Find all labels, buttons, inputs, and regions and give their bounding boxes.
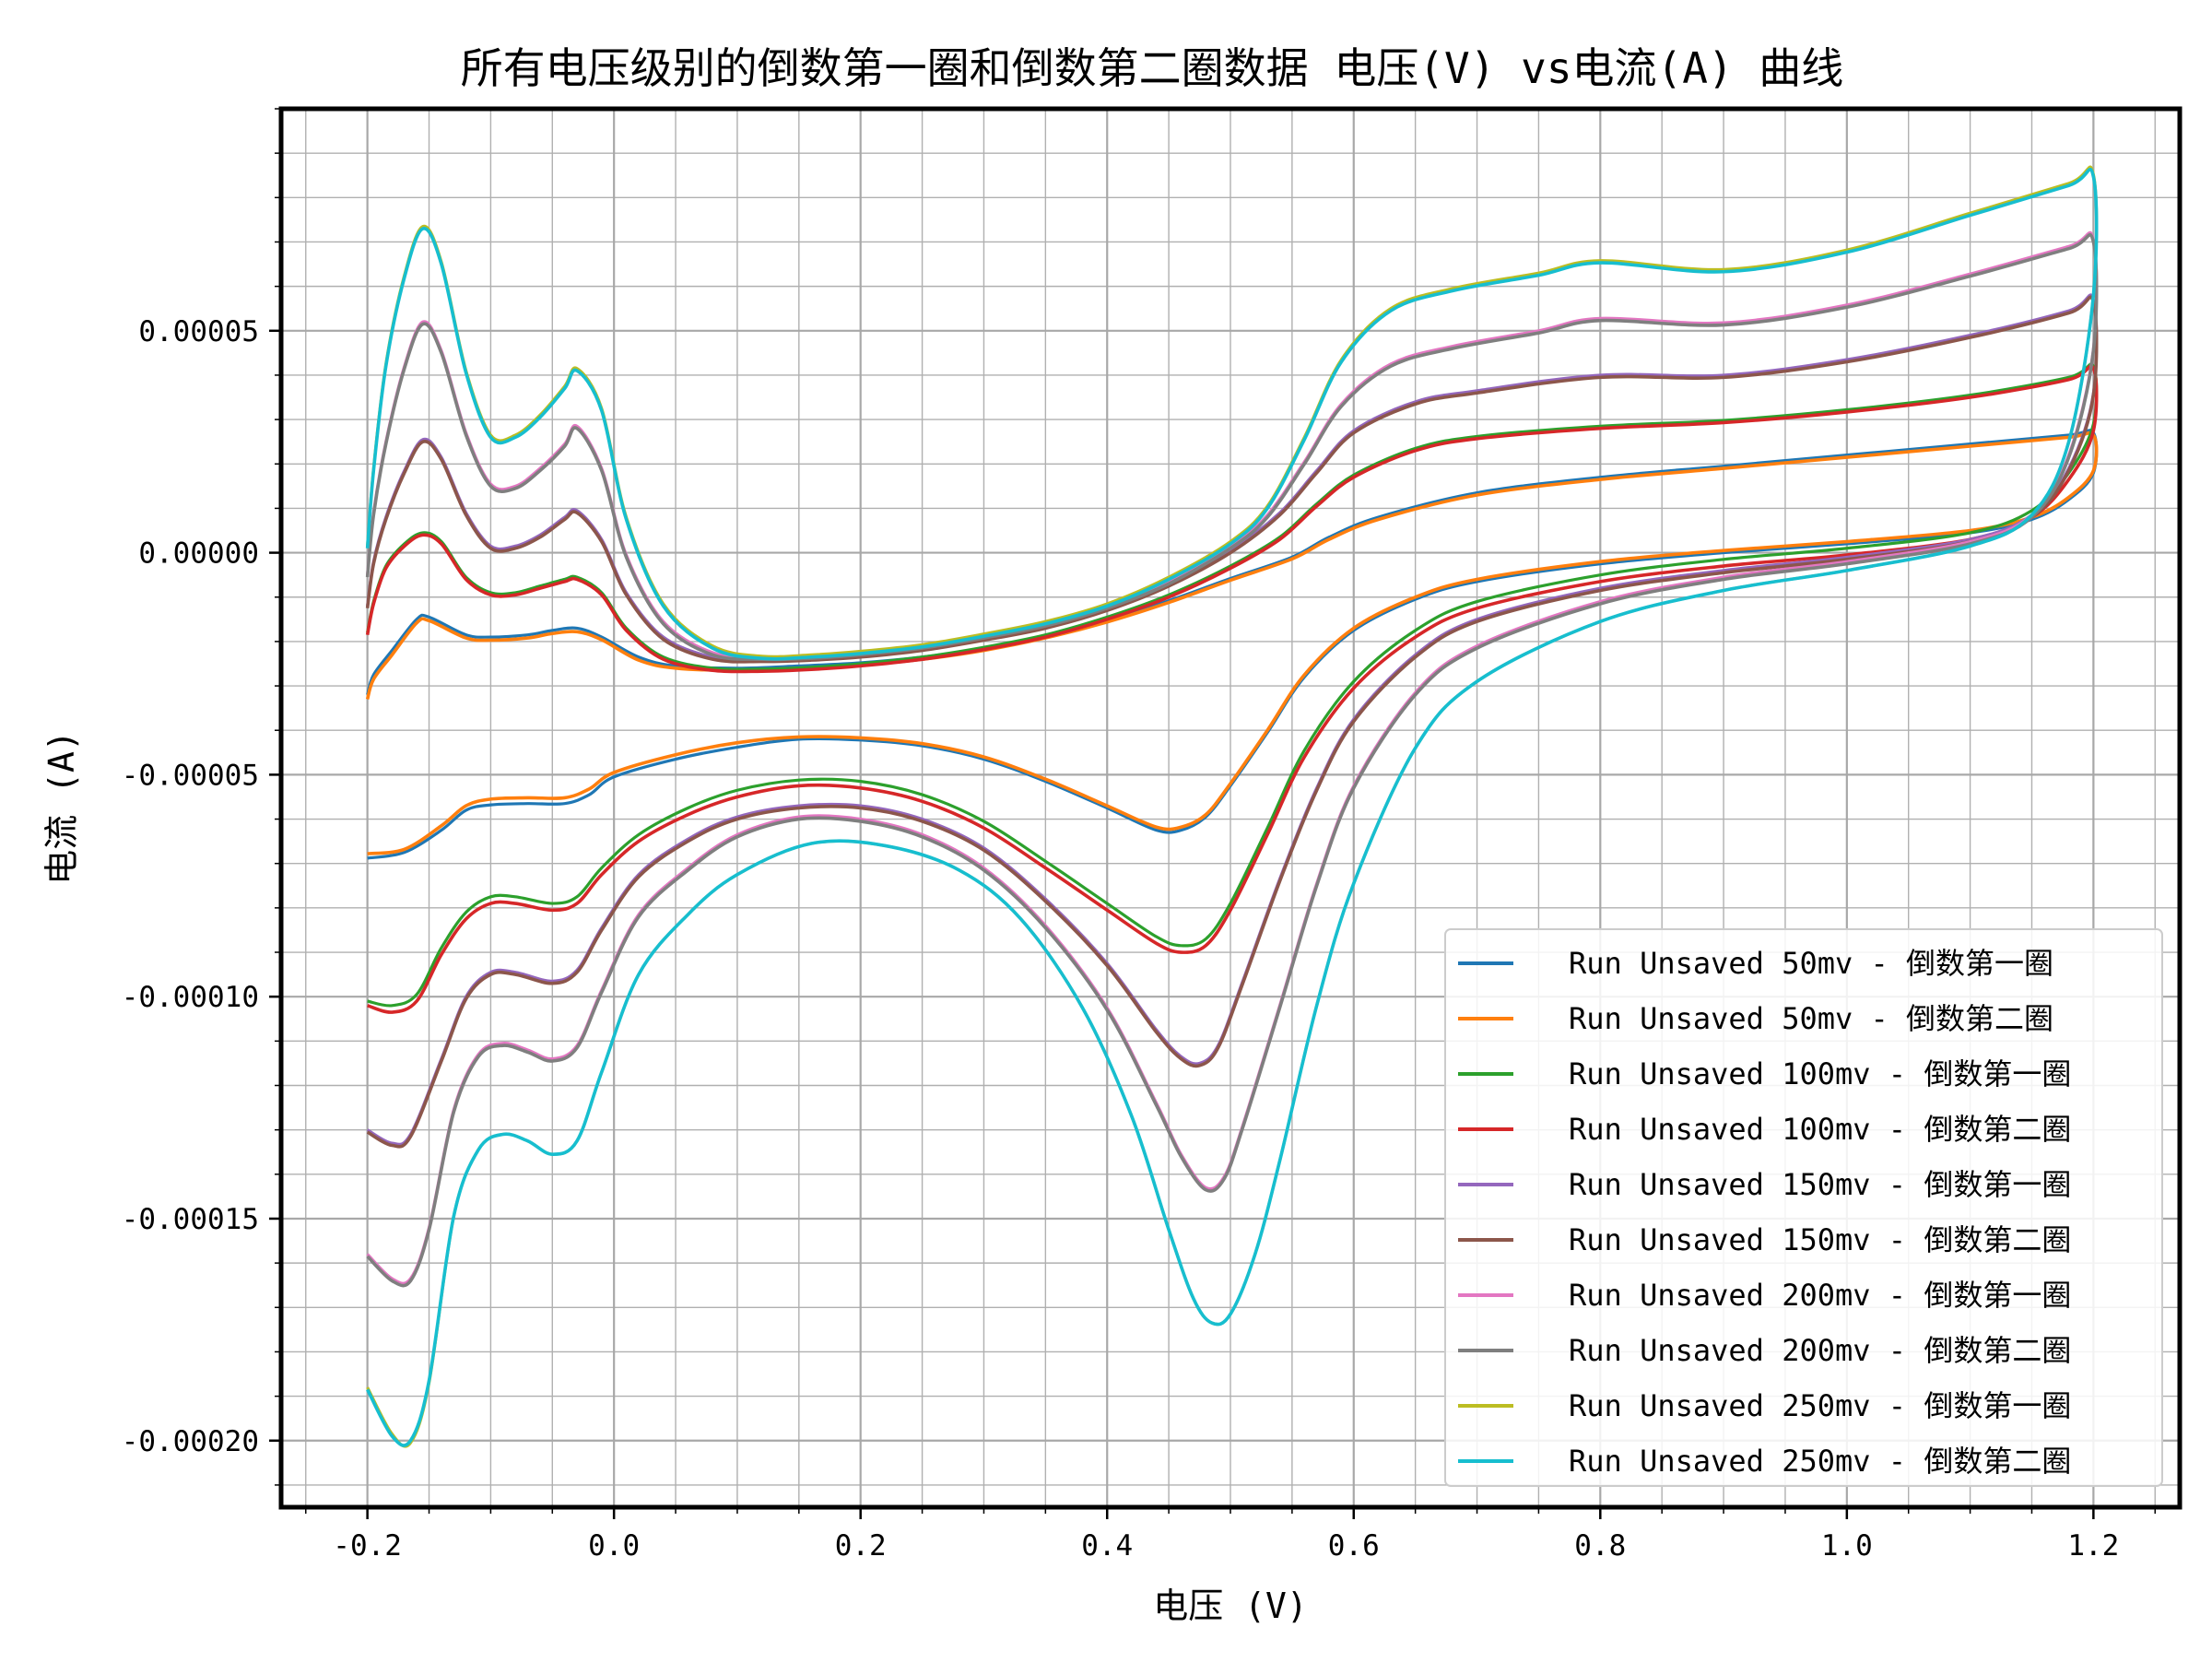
legend-entry-label: Run Unsaved 200mv - 倒数第二圈 xyxy=(1569,1333,2071,1368)
x-tick-label: 1.0 xyxy=(1821,1529,1873,1563)
curves-layer xyxy=(365,165,2099,1448)
legend-entry-label: Run Unsaved 250mv - 倒数第二圈 xyxy=(1569,1444,2071,1479)
legend-entry-label: Run Unsaved 50mv - 倒数第二圈 xyxy=(1569,1001,2053,1036)
ticks-layer: -0.2 0.0 0.2 0.4 0.6 0.8 1.0 1.2 0.00005 0.00000 -… xyxy=(122,108,2156,1563)
legend-entry-label: Run Unsaved 150mv - 倒数第一圈 xyxy=(1569,1167,2071,1202)
y-tick-label: 0.00000 xyxy=(138,537,259,571)
series-curve-50mv-second-last xyxy=(365,430,2099,855)
x-tick-label: -0.2 xyxy=(333,1529,402,1563)
x-tick-label: 0.0 xyxy=(588,1529,640,1563)
y-axis-label: 电流 (A) xyxy=(41,730,82,885)
legend-entry-label: Run Unsaved 100mv - 倒数第二圈 xyxy=(1569,1112,2071,1147)
legend-entry-label: Run Unsaved 50mv - 倒数第一圈 xyxy=(1569,946,2053,981)
y-tick-label: -0.00005 xyxy=(122,759,259,792)
series-curve-50mv-last xyxy=(366,429,2099,860)
y-tick-label: -0.00020 xyxy=(122,1425,259,1458)
series-curve-150mv-second-last xyxy=(365,295,2099,1149)
series-curve-100mv-second-last xyxy=(365,364,2099,1014)
legend-entry-label: Run Unsaved 150mv - 倒数第二圈 xyxy=(1569,1222,2071,1257)
series-curve-250mv-second-last xyxy=(365,168,2099,1447)
x-tick-label: 0.2 xyxy=(835,1529,887,1563)
x-tick-label: 0.6 xyxy=(1328,1529,1380,1563)
y-tick-label: -0.00015 xyxy=(122,1203,259,1236)
legend-items: Run Unsaved 50mv - 倒数第一圈 Run Unsaved 50mv… xyxy=(1458,946,2071,1479)
legend-box xyxy=(1444,928,2163,1487)
y-tick-label: 0.00005 xyxy=(138,315,259,348)
x-tick-label: 0.8 xyxy=(1574,1529,1626,1563)
legend-entry-label: Run Unsaved 100mv - 倒数第一圈 xyxy=(1569,1056,2071,1091)
x-tick-label: 1.2 xyxy=(2067,1529,2119,1563)
series-curve-200mv-second-last xyxy=(365,233,2099,1288)
legend-entry-label: Run Unsaved 250mv - 倒数第一圈 xyxy=(1569,1388,2071,1423)
legend-entry-label: Run Unsaved 200mv - 倒数第一圈 xyxy=(1569,1278,2071,1313)
chart-title: 所有电压级别的倒数第一圈和倒数第二圈数据 电压(V) vs电流(A) 曲线 xyxy=(461,43,1844,93)
y-tick-label: -0.00010 xyxy=(122,981,259,1014)
x-axis-label: 电压 (V) xyxy=(1153,1586,1308,1626)
x-tick-label: 0.4 xyxy=(1081,1529,1133,1563)
legend: Run Unsaved 50mv - 倒数第一圈 Run Unsaved 50mv… xyxy=(1444,928,2163,1487)
